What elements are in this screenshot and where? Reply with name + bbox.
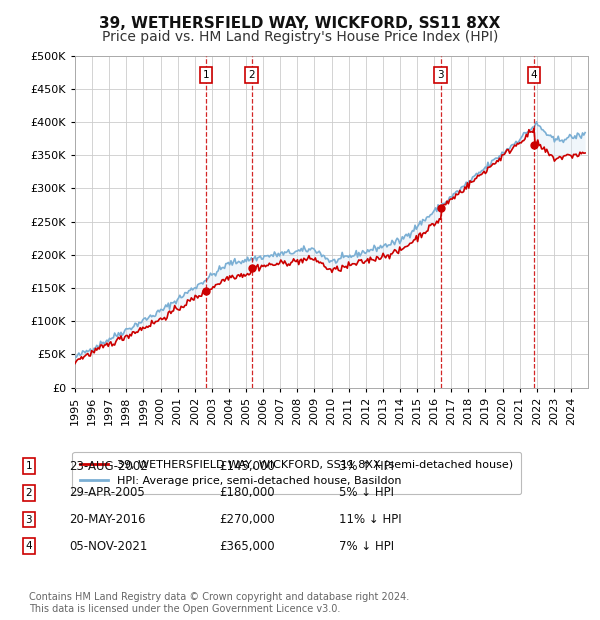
Text: 05-NOV-2021: 05-NOV-2021 (69, 540, 148, 552)
Text: 3: 3 (437, 70, 444, 80)
Text: £145,000: £145,000 (219, 460, 275, 472)
Text: 1: 1 (25, 461, 32, 471)
Text: 11% ↓ HPI: 11% ↓ HPI (339, 513, 401, 526)
Text: 5% ↓ HPI: 5% ↓ HPI (339, 487, 394, 499)
Text: 23-AUG-2002: 23-AUG-2002 (69, 460, 148, 472)
Text: 7% ↓ HPI: 7% ↓ HPI (339, 540, 394, 552)
Legend: 39, WETHERSFIELD WAY, WICKFORD, SS11 8XX (semi-detached house), HPI: Average pri: 39, WETHERSFIELD WAY, WICKFORD, SS11 8XX… (73, 452, 521, 494)
Text: 4: 4 (25, 541, 32, 551)
Text: £180,000: £180,000 (219, 487, 275, 499)
Text: 3: 3 (25, 515, 32, 525)
Text: 2: 2 (248, 70, 255, 80)
Text: 20-MAY-2016: 20-MAY-2016 (69, 513, 146, 526)
Text: Price paid vs. HM Land Registry's House Price Index (HPI): Price paid vs. HM Land Registry's House … (102, 30, 498, 44)
Text: 1: 1 (202, 70, 209, 80)
Text: 39, WETHERSFIELD WAY, WICKFORD, SS11 8XX: 39, WETHERSFIELD WAY, WICKFORD, SS11 8XX (100, 16, 500, 31)
Text: 29-APR-2005: 29-APR-2005 (69, 487, 145, 499)
Text: £365,000: £365,000 (219, 540, 275, 552)
Text: 4: 4 (531, 70, 538, 80)
Text: 2: 2 (25, 488, 32, 498)
Text: 3% ↑ HPI: 3% ↑ HPI (339, 460, 394, 472)
Text: £270,000: £270,000 (219, 513, 275, 526)
Text: Contains HM Land Registry data © Crown copyright and database right 2024.
This d: Contains HM Land Registry data © Crown c… (29, 592, 409, 614)
